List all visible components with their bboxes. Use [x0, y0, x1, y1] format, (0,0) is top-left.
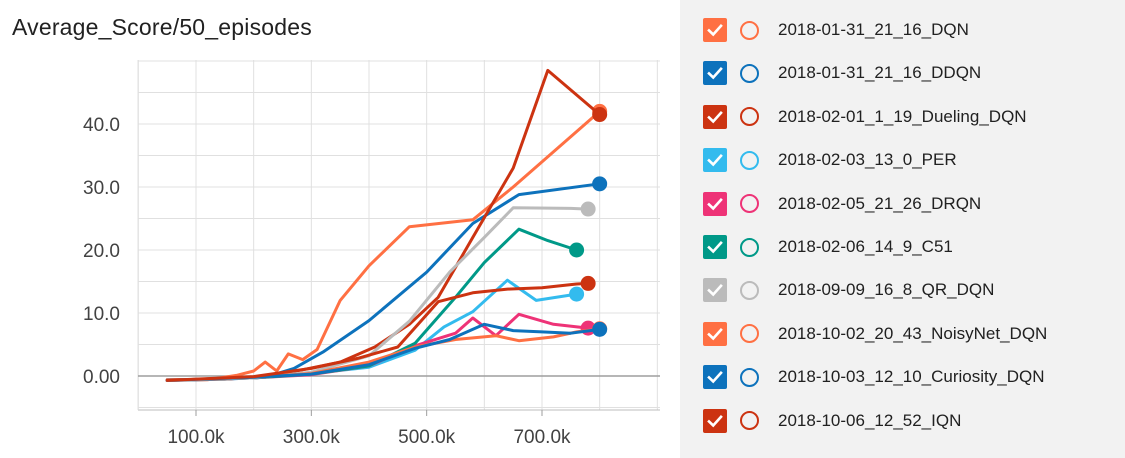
legend-item[interactable]: 2018-02-03_13_0_PER [680, 138, 1125, 182]
legend-label: 2018-01-31_21_16_DQN [778, 20, 969, 39]
series-ring-icon[interactable] [740, 194, 759, 214]
checkbox-icon[interactable] [703, 18, 727, 42]
legend-item[interactable]: 2018-01-31_21_16_DDQN [680, 51, 1125, 95]
legend-item[interactable]: 2018-02-05_21_26_DRQN [680, 182, 1125, 226]
legend-label: 2018-02-01_1_19_Dueling_DQN [778, 106, 1027, 126]
legend-item[interactable]: 2018-10-03_12_10_Curiosity_DQN [680, 355, 1125, 399]
checkbox-icon[interactable] [703, 235, 727, 259]
series-line [165, 68, 602, 382]
legend-label: 2018-02-03_13_0_PER [778, 150, 957, 170]
checkbox-icon[interactable] [703, 408, 727, 433]
series-ring-icon[interactable] [740, 280, 759, 300]
series-line [165, 327, 602, 382]
series-ring-icon[interactable] [740, 324, 759, 344]
x-tick-label: 100.0k [167, 427, 225, 448]
legend-label: 2018-10-02_20_43_NoisyNet_DQN [778, 323, 1048, 343]
legend-panel: 2018-01-31_21_16_DQN 2018-01-31_21_16_DDQ… [680, 0, 1125, 458]
series-end-point [580, 201, 596, 217]
series-ring-icon[interactable] [740, 411, 759, 431]
x-tick-label: 500.0k [398, 427, 456, 448]
legend-label: 2018-02-06_14_9_C51 [778, 237, 953, 256]
line-chart: 100.0k 300.0k 500.0k 700.0k 0.00 10.0 20.0 30.0… [83, 60, 660, 448]
checkbox-icon[interactable] [703, 191, 727, 216]
series-ring-icon[interactable] [740, 63, 759, 83]
legend-item[interactable]: 2018-09-09_16_8_QR_DQN [680, 268, 1125, 312]
legend-item[interactable]: 2018-10-02_20_43_NoisyNet_DQN [680, 312, 1125, 356]
series-ring-icon[interactable] [740, 20, 759, 40]
checkbox-icon[interactable] [703, 365, 727, 390]
y-tick-label: 10.0 [83, 304, 120, 325]
series-line [165, 227, 579, 382]
series-line [165, 322, 602, 382]
legend-item[interactable]: 2018-02-06_14_9_C51 [680, 225, 1125, 269]
y-tick-label: 20.0 [83, 241, 120, 262]
x-tick-label: 300.0k [283, 427, 341, 448]
checkbox-icon[interactable] [703, 148, 727, 173]
checkbox-icon[interactable] [703, 321, 727, 346]
series-ring-icon[interactable] [740, 150, 759, 170]
series-end-point [592, 176, 608, 192]
series-end-point [592, 321, 608, 337]
series-end-point [580, 275, 596, 291]
y-tick-label: 30.0 [83, 178, 120, 199]
legend-item[interactable]: 2018-01-31_21_16_DQN [680, 8, 1125, 52]
legend-label: 2018-10-03_12_10_Curiosity_DQN [778, 367, 1045, 387]
series-line [165, 281, 590, 382]
legend-label: 2018-09-09_16_8_QR_DQN [778, 280, 995, 300]
series-end-point [569, 286, 585, 302]
y-tick-label: 0.00 [83, 367, 120, 388]
series-end-point [569, 242, 585, 258]
chart-area: Average_Score/50_episodes 100.0k 300.0k 50… [12, 14, 660, 448]
y-tick-label: 40.0 [83, 115, 120, 136]
legend-item[interactable]: 2018-10-06_12_52_IQN [680, 399, 1125, 443]
legend-label: 2018-01-31_21_16_DDQN [778, 63, 982, 83]
legend-label: 2018-02-05_21_26_DRQN [778, 193, 982, 213]
chart-title: Average_Score/50_episodes [12, 14, 312, 40]
legend-item[interactable]: 2018-02-01_1_19_Dueling_DQN [680, 95, 1125, 139]
checkbox-icon[interactable] [703, 104, 727, 129]
checkbox-icon[interactable] [703, 61, 727, 86]
legend-label: 2018-10-06_12_52_IQN [778, 410, 962, 430]
series-ring-icon[interactable] [740, 367, 759, 387]
checkbox-icon[interactable] [703, 278, 727, 303]
series-ring-icon[interactable] [740, 107, 759, 127]
x-tick-label: 700.0k [513, 427, 571, 448]
series-line [165, 109, 602, 382]
series-ring-icon[interactable] [740, 237, 759, 257]
series-end-point [592, 107, 608, 123]
